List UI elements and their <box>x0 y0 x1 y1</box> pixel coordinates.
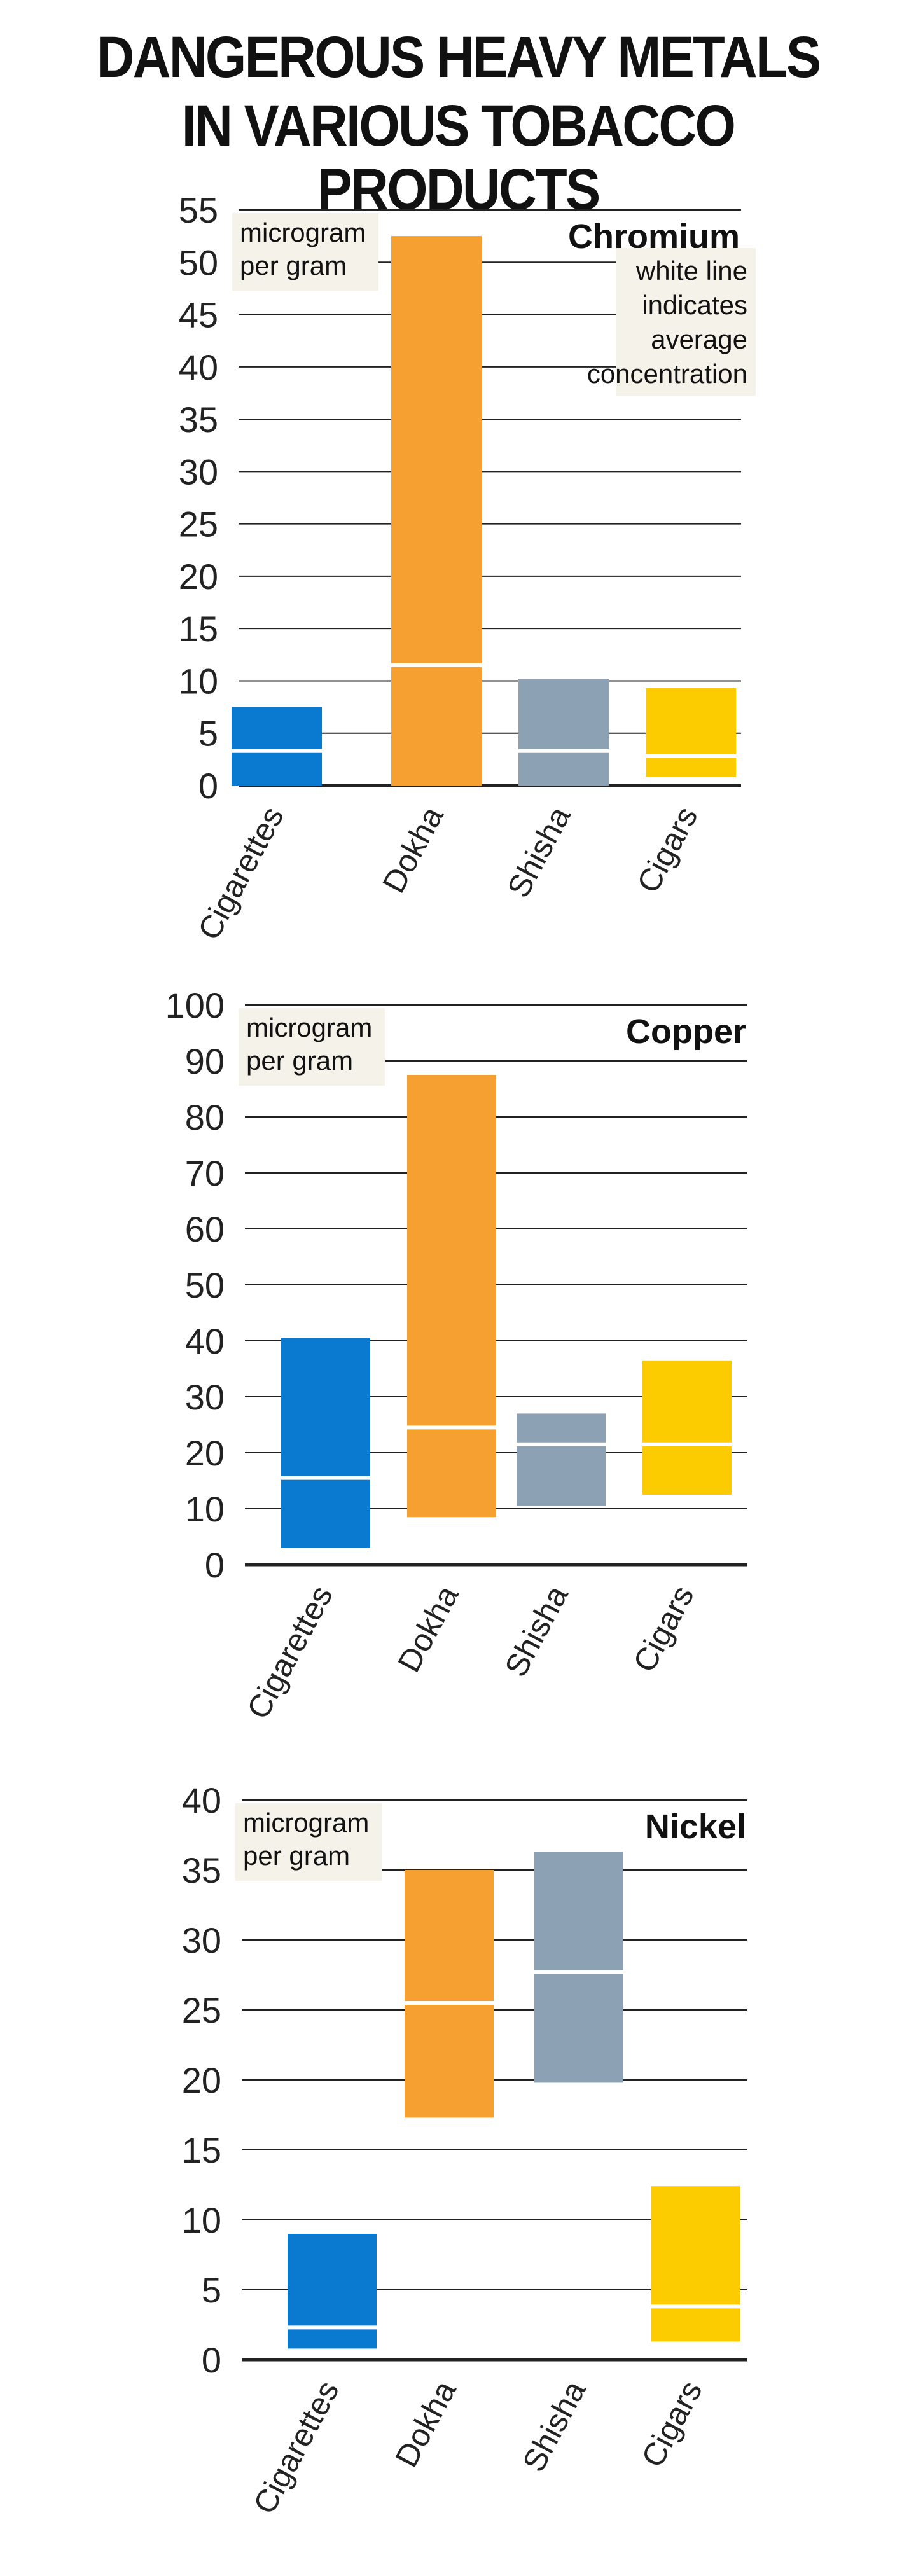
copper-y-tick-label: 10 <box>185 1489 225 1529</box>
copper-bar-cigarettes <box>281 1338 370 1548</box>
copper-y-tick-label: 40 <box>185 1321 225 1361</box>
chromium-category-label-cigarettes: Cigarettes <box>191 801 290 946</box>
chromium-chart: 0 5 10 15 20 25 30 35 40 45 50 55 microgram per gram C… <box>179 190 756 946</box>
chromium-y-tick-label: 5 <box>198 714 218 754</box>
chromium-unit-label-line: microgram <box>240 218 366 247</box>
copper-metal-label: Copper <box>626 1013 746 1051</box>
nickel-unit-label-box <box>235 1803 382 1881</box>
title-line-1: DANGEROUS HEAVY METALS <box>96 25 821 90</box>
copper-y-tick-label: 80 <box>185 1097 225 1137</box>
nickel-bar-cigarettes <box>288 2234 377 2349</box>
copper-chart: 0 10 20 30 40 50 60 70 80 90 100 microgram per gram C… <box>165 985 747 1725</box>
nickel-unit-label-line: per gram <box>243 1841 350 1871</box>
chromium-category-label-dokha: Dokha <box>375 801 450 899</box>
chromium-note-line: concentration <box>587 359 747 389</box>
nickel-y-tick-label: 30 <box>182 1920 221 1960</box>
copper-y-tick-label: 30 <box>185 1377 225 1417</box>
copper-y-tick-label: 60 <box>185 1209 225 1249</box>
chromium-y-tick-label: 55 <box>179 190 218 230</box>
nickel-category-label-dokha: Dokha <box>388 2375 462 2473</box>
chromium-y-tick-label: 45 <box>179 295 218 335</box>
nickel-category-label-cigarettes: Cigarettes <box>246 2375 345 2520</box>
copper-y-tick-label: 0 <box>205 1545 225 1585</box>
nickel-y-tick-label: 10 <box>182 2200 221 2240</box>
nickel-bar-dokha <box>405 1870 494 2118</box>
chromium-y-tick-label: 35 <box>179 399 218 440</box>
chromium-note-line: average <box>651 324 747 354</box>
copper-y-tick-label: 90 <box>185 1041 225 1081</box>
chromium-y-tick-label: 30 <box>179 452 218 492</box>
chromium-unit-label-box <box>232 213 378 291</box>
chromium-unit-label-line: per gram <box>240 251 347 280</box>
chromium-y-tick-label: 50 <box>179 242 218 282</box>
copper-y-tick-label: 100 <box>165 985 225 1025</box>
chromium-y-tick-label: 20 <box>179 557 218 597</box>
copper-y-tick-label: 70 <box>185 1153 225 1193</box>
nickel-y-tick-label: 15 <box>182 2130 221 2170</box>
nickel-category-label-cigars: Cigars <box>634 2375 709 2473</box>
chromium-category-label-cigars: Cigars <box>630 801 704 899</box>
chromium-y-tick-label: 15 <box>179 609 218 649</box>
nickel-y-tick-label: 0 <box>202 2340 221 2380</box>
chromium-bar-shisha <box>518 679 609 786</box>
chromium-bar-cigars <box>646 688 736 777</box>
copper-unit-label-line: microgram <box>246 1013 372 1042</box>
chromium-note-box <box>616 248 756 396</box>
copper-category-label-dokha: Dokha <box>391 1580 465 1678</box>
nickel-y-tick-label: 25 <box>182 1990 221 2030</box>
nickel-bar-cigars <box>651 2186 740 2342</box>
chromium-note-line: indicates <box>642 290 747 320</box>
chromium-y-tick-label: 0 <box>198 766 218 806</box>
copper-unit-label-line: per gram <box>246 1046 353 1076</box>
nickel-y-tick-label: 20 <box>182 2060 221 2100</box>
chromium-bar-cigarettes <box>232 707 322 786</box>
chromium-note-line: white line <box>635 256 747 286</box>
copper-bar-shisha <box>517 1413 606 1506</box>
title-line-2: IN VARIOUS TOBACCO PRODUCTS <box>181 93 736 222</box>
nickel-category-label-shisha: Shisha <box>515 2375 592 2477</box>
copper-bar-cigars <box>642 1360 732 1495</box>
nickel-y-tick-label: 40 <box>182 1780 221 1820</box>
nickel-unit-label-line: microgram <box>243 1808 369 1838</box>
nickel-metal-label: Nickel <box>645 1808 746 1846</box>
copper-unit-label-box <box>239 1008 385 1086</box>
chromium-y-tick-label: 40 <box>179 347 218 387</box>
copper-bar-dokha <box>407 1075 496 1518</box>
nickel-y-tick-label: 5 <box>202 2270 221 2310</box>
copper-category-label-cigarettes: Cigarettes <box>240 1580 339 1725</box>
copper-category-label-shisha: Shisha <box>497 1580 574 1682</box>
chromium-bar-dokha <box>391 236 482 786</box>
nickel-y-tick-label: 35 <box>182 1850 221 1890</box>
copper-category-label-cigars: Cigars <box>626 1580 700 1678</box>
chromium-y-tick-label: 10 <box>179 661 218 701</box>
copper-y-tick-label: 50 <box>185 1265 225 1305</box>
chromium-y-tick-label: 25 <box>179 504 218 544</box>
chromium-category-label-shisha: Shisha <box>500 801 577 903</box>
copper-y-tick-label: 20 <box>185 1433 225 1473</box>
nickel-bar-shisha <box>534 1852 623 2083</box>
